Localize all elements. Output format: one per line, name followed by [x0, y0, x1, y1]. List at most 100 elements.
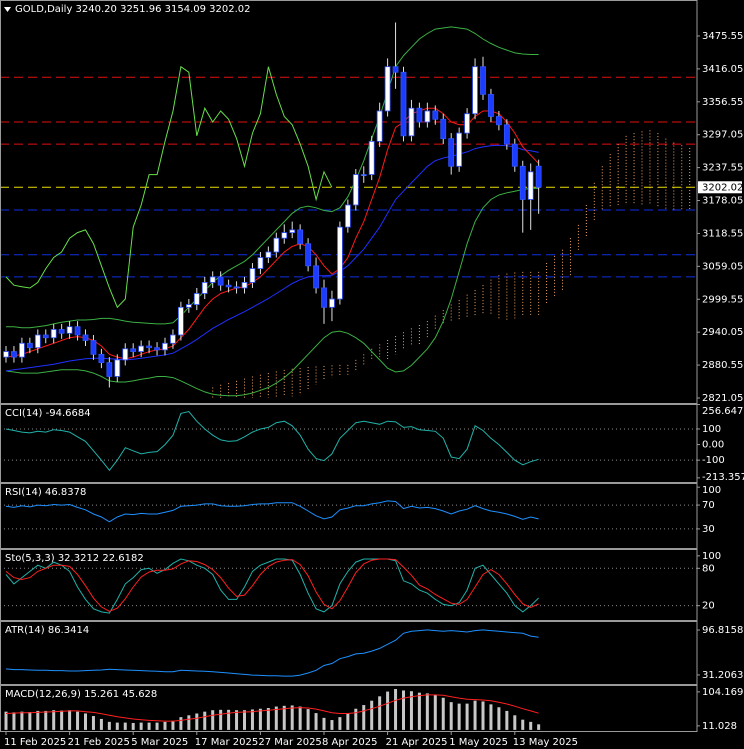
y-tick-label: 3059.05: [702, 261, 743, 272]
indicator-line: [5, 410, 539, 472]
y-tick-label: 80: [702, 563, 715, 574]
y-tick-label: 2880.55: [702, 360, 743, 371]
candle-body: [400, 71, 407, 137]
histogram-bar: [417, 692, 421, 730]
histogram-bar: [203, 711, 207, 730]
candle-body: [352, 174, 359, 206]
candle-body: [329, 298, 335, 308]
indicator-line: [5, 558, 539, 612]
histogram-bar: [306, 709, 310, 730]
histogram-bar: [433, 694, 437, 730]
panel-title: GOLD,Daily 3240.20 3251.96 3154.09 3202.…: [15, 4, 251, 15]
candle-body: [209, 276, 216, 283]
candle-body: [321, 287, 327, 308]
panel-plot: [4, 689, 541, 730]
candle-body: [154, 347, 160, 351]
histogram-bar: [409, 691, 413, 730]
candle-body: [432, 110, 439, 120]
histogram-bar: [537, 724, 541, 730]
y-tick-label: 70: [702, 500, 715, 511]
current-price-label: 3202.02: [702, 182, 743, 193]
candle-body: [90, 340, 97, 355]
histogram-bar: [187, 715, 191, 730]
histogram-bar: [99, 718, 103, 730]
histogram-bar: [131, 722, 135, 730]
candle-body: [440, 118, 447, 140]
panel-plot: [5, 629, 539, 677]
histogram-bar: [274, 706, 278, 730]
candle-body: [50, 329, 57, 339]
x-tick-label: 27 Mar 2025: [258, 737, 321, 748]
indicator-line: [5, 65, 333, 309]
candle-body: [289, 229, 296, 234]
candle-body: [162, 342, 168, 351]
histogram-bar: [282, 705, 286, 730]
candle-body: [3, 351, 9, 358]
y-tick-label: 11.028: [702, 721, 737, 732]
candle-body: [257, 257, 264, 269]
histogram-bar: [394, 689, 398, 730]
candle-body: [488, 93, 494, 117]
panel-title: RSI(14) 46.8378: [5, 487, 86, 498]
candle-body: [519, 165, 526, 200]
histogram-bar: [258, 708, 262, 730]
candle-body: [185, 304, 192, 308]
candle-body: [217, 276, 224, 286]
indicator-line: [5, 500, 539, 523]
x-tick-label: 5 Mar 2025: [131, 737, 188, 748]
histogram-bar: [147, 722, 151, 730]
x-tick-label: 11 Feb 2025: [4, 737, 66, 748]
histogram-bar: [465, 703, 469, 730]
candle-body: [18, 342, 25, 358]
panel-title: Sto(5,3,3) 32.3212 22.6182: [5, 553, 144, 564]
histogram-bar: [91, 716, 95, 730]
signal-line: [5, 694, 539, 722]
histogram-bar: [489, 704, 493, 730]
candle-body: [193, 293, 200, 305]
panel-frame: [0, 621, 698, 685]
y-tick-label: 2999.55: [702, 294, 743, 305]
histogram-bar: [298, 706, 302, 730]
histogram-bar: [402, 690, 405, 730]
candle-body: [98, 353, 105, 364]
histogram-bar: [441, 697, 445, 730]
histogram-bar: [28, 712, 32, 730]
panel-plot: [0, 22, 697, 399]
y-tick-label: 3297.05: [702, 130, 743, 141]
y-tick-label: 2940.05: [702, 327, 743, 338]
panel-frame: [0, 483, 698, 549]
y-tick-label: 100: [702, 551, 721, 562]
histogram-bar: [473, 700, 477, 730]
candle-body: [233, 286, 240, 289]
candle-body: [106, 362, 113, 377]
histogram-bar: [386, 691, 390, 730]
candle-body: [225, 284, 232, 288]
histogram-bar: [12, 712, 16, 730]
candle-body: [58, 329, 65, 334]
panel-frame: [0, 404, 698, 483]
y-tick-label: 100: [702, 485, 721, 496]
candle-body: [146, 345, 153, 349]
x-tick-label: 21 Apr 2025: [386, 737, 448, 748]
candle-body: [408, 107, 415, 137]
histogram-bar: [179, 717, 183, 730]
histogram-bar: [20, 711, 24, 730]
candle-body: [344, 204, 351, 228]
candle-body: [241, 282, 248, 289]
panel-title: MACD(12,26,9) 15.261 45.628: [5, 689, 157, 700]
candle-body: [130, 348, 137, 352]
histogram-bar: [266, 708, 270, 730]
histogram-bar: [60, 710, 64, 730]
x-tick-label: 8 Apr 2025: [322, 737, 377, 748]
histogram-bar: [370, 700, 374, 730]
candle-body: [384, 66, 391, 112]
candle-body: [82, 334, 89, 341]
candle-body: [114, 359, 121, 377]
histogram-bar: [322, 717, 326, 730]
histogram-bar: [219, 709, 223, 730]
histogram-bar: [425, 693, 429, 730]
y-tick-label: 30: [702, 524, 715, 535]
candle-body: [480, 66, 486, 95]
